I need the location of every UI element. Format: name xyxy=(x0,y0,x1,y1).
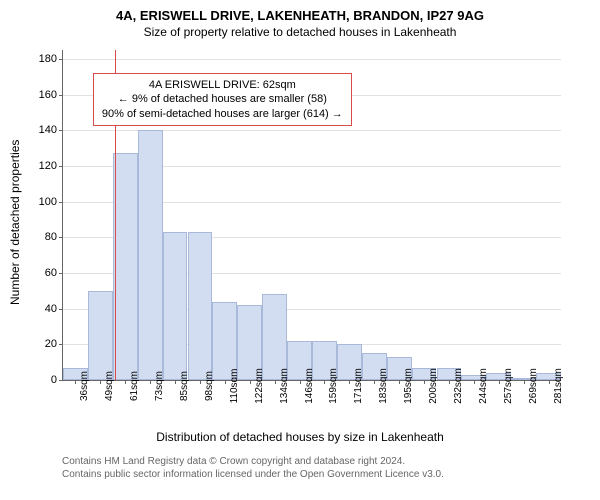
attribution-line2: Contains public sector information licen… xyxy=(62,468,444,481)
ytick-mark xyxy=(59,309,63,310)
xtick-mark xyxy=(75,380,76,384)
xtick-mark xyxy=(300,380,301,384)
annotation-line: ← 9% of detached houses are smaller (58) xyxy=(102,92,343,106)
histogram-bar xyxy=(188,232,213,380)
grid-line xyxy=(63,59,561,60)
ytick-label: 40 xyxy=(45,303,57,315)
xtick-mark xyxy=(499,380,500,384)
xtick-mark xyxy=(474,380,475,384)
xtick-mark xyxy=(549,380,550,384)
ytick-label: 60 xyxy=(45,267,57,279)
xtick-mark xyxy=(275,380,276,384)
ytick-mark xyxy=(59,380,63,381)
ytick-mark xyxy=(59,344,63,345)
histogram-bar xyxy=(262,294,287,380)
ytick-label: 0 xyxy=(51,374,57,386)
histogram-bar xyxy=(88,291,113,380)
ytick-label: 80 xyxy=(45,231,57,243)
attribution-line1: Contains HM Land Registry data © Crown c… xyxy=(62,455,444,468)
ytick-label: 120 xyxy=(39,160,57,172)
ytick-mark xyxy=(59,237,63,238)
ytick-mark xyxy=(59,59,63,60)
xtick-label: 232sqm xyxy=(453,368,464,404)
ytick-mark xyxy=(59,130,63,131)
xtick-mark xyxy=(399,380,400,384)
xtick-label: 257sqm xyxy=(503,368,514,404)
xtick-mark xyxy=(424,380,425,384)
histogram-bar xyxy=(138,130,163,380)
xtick-mark xyxy=(524,380,525,384)
chart-subtitle: Size of property relative to detached ho… xyxy=(0,23,600,39)
xtick-mark xyxy=(225,380,226,384)
xtick-mark xyxy=(100,380,101,384)
attribution-text: Contains HM Land Registry data © Crown c… xyxy=(62,455,444,481)
xtick-mark xyxy=(150,380,151,384)
chart-plot-area: 02040608010012014016018036sqm49sqm61sqm7… xyxy=(62,50,561,381)
xtick-mark xyxy=(125,380,126,384)
x-axis-label: Distribution of detached houses by size … xyxy=(0,430,600,444)
xtick-mark xyxy=(349,380,350,384)
y-axis-label: Number of detached properties xyxy=(8,140,22,305)
xtick-label: 281sqm xyxy=(553,368,564,404)
ytick-label: 140 xyxy=(39,124,57,136)
ytick-mark xyxy=(59,166,63,167)
ytick-label: 20 xyxy=(45,338,57,350)
ytick-mark xyxy=(59,95,63,96)
xtick-mark xyxy=(374,380,375,384)
annotation-line: 90% of semi-detached houses are larger (… xyxy=(102,107,343,121)
chart-title: 4A, ERISWELL DRIVE, LAKENHEATH, BRANDON,… xyxy=(0,0,600,23)
ytick-label: 180 xyxy=(39,53,57,65)
xtick-mark xyxy=(449,380,450,384)
xtick-mark xyxy=(324,380,325,384)
histogram-bar xyxy=(163,232,188,380)
annotation-box: 4A ERISWELL DRIVE: 62sqm← 9% of detached… xyxy=(93,73,352,126)
ytick-mark xyxy=(59,202,63,203)
ytick-mark xyxy=(59,273,63,274)
xtick-mark xyxy=(175,380,176,384)
histogram-bar xyxy=(113,153,138,380)
ytick-label: 100 xyxy=(39,196,57,208)
xtick-mark xyxy=(250,380,251,384)
xtick-mark xyxy=(200,380,201,384)
annotation-line: 4A ERISWELL DRIVE: 62sqm xyxy=(102,78,343,92)
ytick-label: 160 xyxy=(39,89,57,101)
